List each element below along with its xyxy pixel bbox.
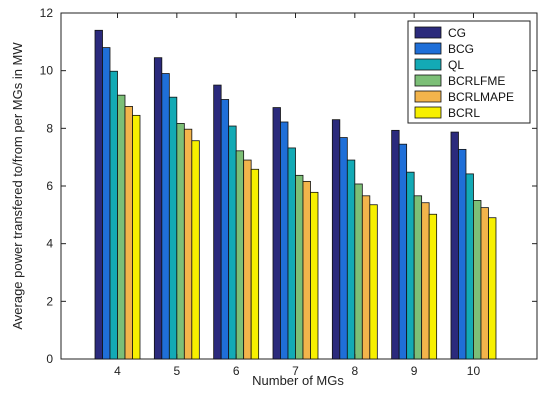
legend-label-bcrlfme: BCRLFME bbox=[448, 74, 505, 88]
y-tick-label: 8 bbox=[46, 121, 53, 135]
bar-bcg-6 bbox=[220, 99, 230, 360]
y-tick-label: 12 bbox=[40, 6, 54, 20]
legend-swatch-bcrl bbox=[414, 106, 442, 119]
bar-bcrl-5 bbox=[191, 140, 200, 360]
bar-bcrlmape-8 bbox=[361, 195, 371, 360]
x-tick-label: 4 bbox=[114, 364, 121, 378]
x-axis: 4 5 6 7 8 9 10 bbox=[114, 13, 480, 378]
bar-cg-10 bbox=[450, 131, 459, 360]
bar-cg-9 bbox=[391, 129, 400, 360]
bar-bcg-8 bbox=[339, 137, 348, 360]
legend-label-ql: QL bbox=[448, 58, 464, 72]
x-tick-label: 7 bbox=[292, 364, 299, 378]
bar-bcg-7 bbox=[280, 121, 289, 360]
legend-swatch-bcrlmape bbox=[414, 90, 442, 103]
legend-swatch-ql bbox=[414, 58, 442, 71]
y-tick-label: 4 bbox=[46, 237, 53, 251]
y-tick-label: 10 bbox=[40, 64, 54, 78]
bar-bcrlfme-4 bbox=[117, 94, 126, 360]
bar-ql-4 bbox=[109, 70, 118, 360]
bar-bcg-10 bbox=[458, 148, 467, 360]
y-tick-label: 2 bbox=[46, 294, 53, 308]
bar-bcrl-8 bbox=[369, 204, 378, 360]
bar-bcrlfme-5 bbox=[176, 123, 185, 360]
bar-bcrl-9 bbox=[428, 213, 438, 360]
y-tick-label: 0 bbox=[46, 352, 53, 366]
bar-bcrlfme-8 bbox=[354, 183, 363, 360]
x-tick-label: 9 bbox=[411, 364, 418, 378]
y-tick-label: 6 bbox=[46, 179, 53, 193]
bar-bcrlfme-6 bbox=[235, 150, 245, 360]
bar-bcrl-4 bbox=[132, 114, 141, 360]
x-tick-label: 5 bbox=[173, 364, 180, 378]
legend-label-cg: CG bbox=[448, 26, 466, 40]
legend-swatch-cg bbox=[414, 26, 442, 39]
legend-label-bcrlmape: BCRLMAPE bbox=[448, 90, 514, 104]
bar-bcrlmape-6 bbox=[243, 159, 252, 360]
y-axis-title: Average power transfered to/from per MGs… bbox=[10, 42, 25, 330]
bar-bcrlmape-7 bbox=[302, 180, 311, 360]
bar-cg-7 bbox=[272, 107, 281, 360]
bar-bcrlmape-4 bbox=[124, 106, 133, 360]
bar-bcrl-6 bbox=[250, 168, 260, 360]
bar-ql-7 bbox=[287, 147, 296, 360]
legend-swatch-bcg bbox=[414, 42, 442, 55]
bar-cg-5 bbox=[153, 57, 163, 360]
legend-label-bcg: BCG bbox=[448, 42, 474, 56]
legend: CG BCG QL BCRLFME BCRLMAPE BCRL bbox=[407, 20, 531, 124]
x-tick-label: 10 bbox=[467, 364, 481, 378]
bar-bcrlmape-10 bbox=[480, 207, 489, 360]
bar-cg-8 bbox=[331, 119, 341, 360]
bar-ql-10 bbox=[465, 173, 474, 360]
bar-bcrlfme-9 bbox=[413, 195, 423, 360]
bar-bcrlfme-10 bbox=[473, 200, 482, 360]
x-tick-label: 6 bbox=[233, 364, 240, 378]
bar-bcrlfme-7 bbox=[295, 174, 304, 360]
bar-ql-6 bbox=[228, 125, 237, 360]
bar-bcg-5 bbox=[161, 73, 170, 360]
bar-ql-8 bbox=[346, 159, 356, 360]
legend-label-bcrl: BCRL bbox=[448, 106, 480, 120]
bar-ql-5 bbox=[168, 96, 178, 360]
x-axis-title: Number of MGs bbox=[252, 373, 344, 388]
legend-swatch-bcrlfme bbox=[414, 74, 442, 87]
y-axis: 0 2 4 6 8 10 12 bbox=[40, 6, 537, 366]
bar-ql-9 bbox=[406, 171, 415, 360]
bar-cg-6 bbox=[213, 84, 222, 360]
bars-group bbox=[94, 29, 497, 360]
bar-bcrlmape-9 bbox=[421, 202, 430, 360]
bar-bcg-4 bbox=[102, 47, 111, 360]
bar-bcrl-10 bbox=[488, 217, 497, 360]
bar-bcrl-7 bbox=[310, 191, 319, 360]
bar-cg-4 bbox=[94, 29, 103, 360]
x-tick-label: 8 bbox=[351, 364, 358, 378]
bar-bcrlmape-5 bbox=[183, 128, 193, 360]
bar-bcg-9 bbox=[398, 143, 408, 360]
